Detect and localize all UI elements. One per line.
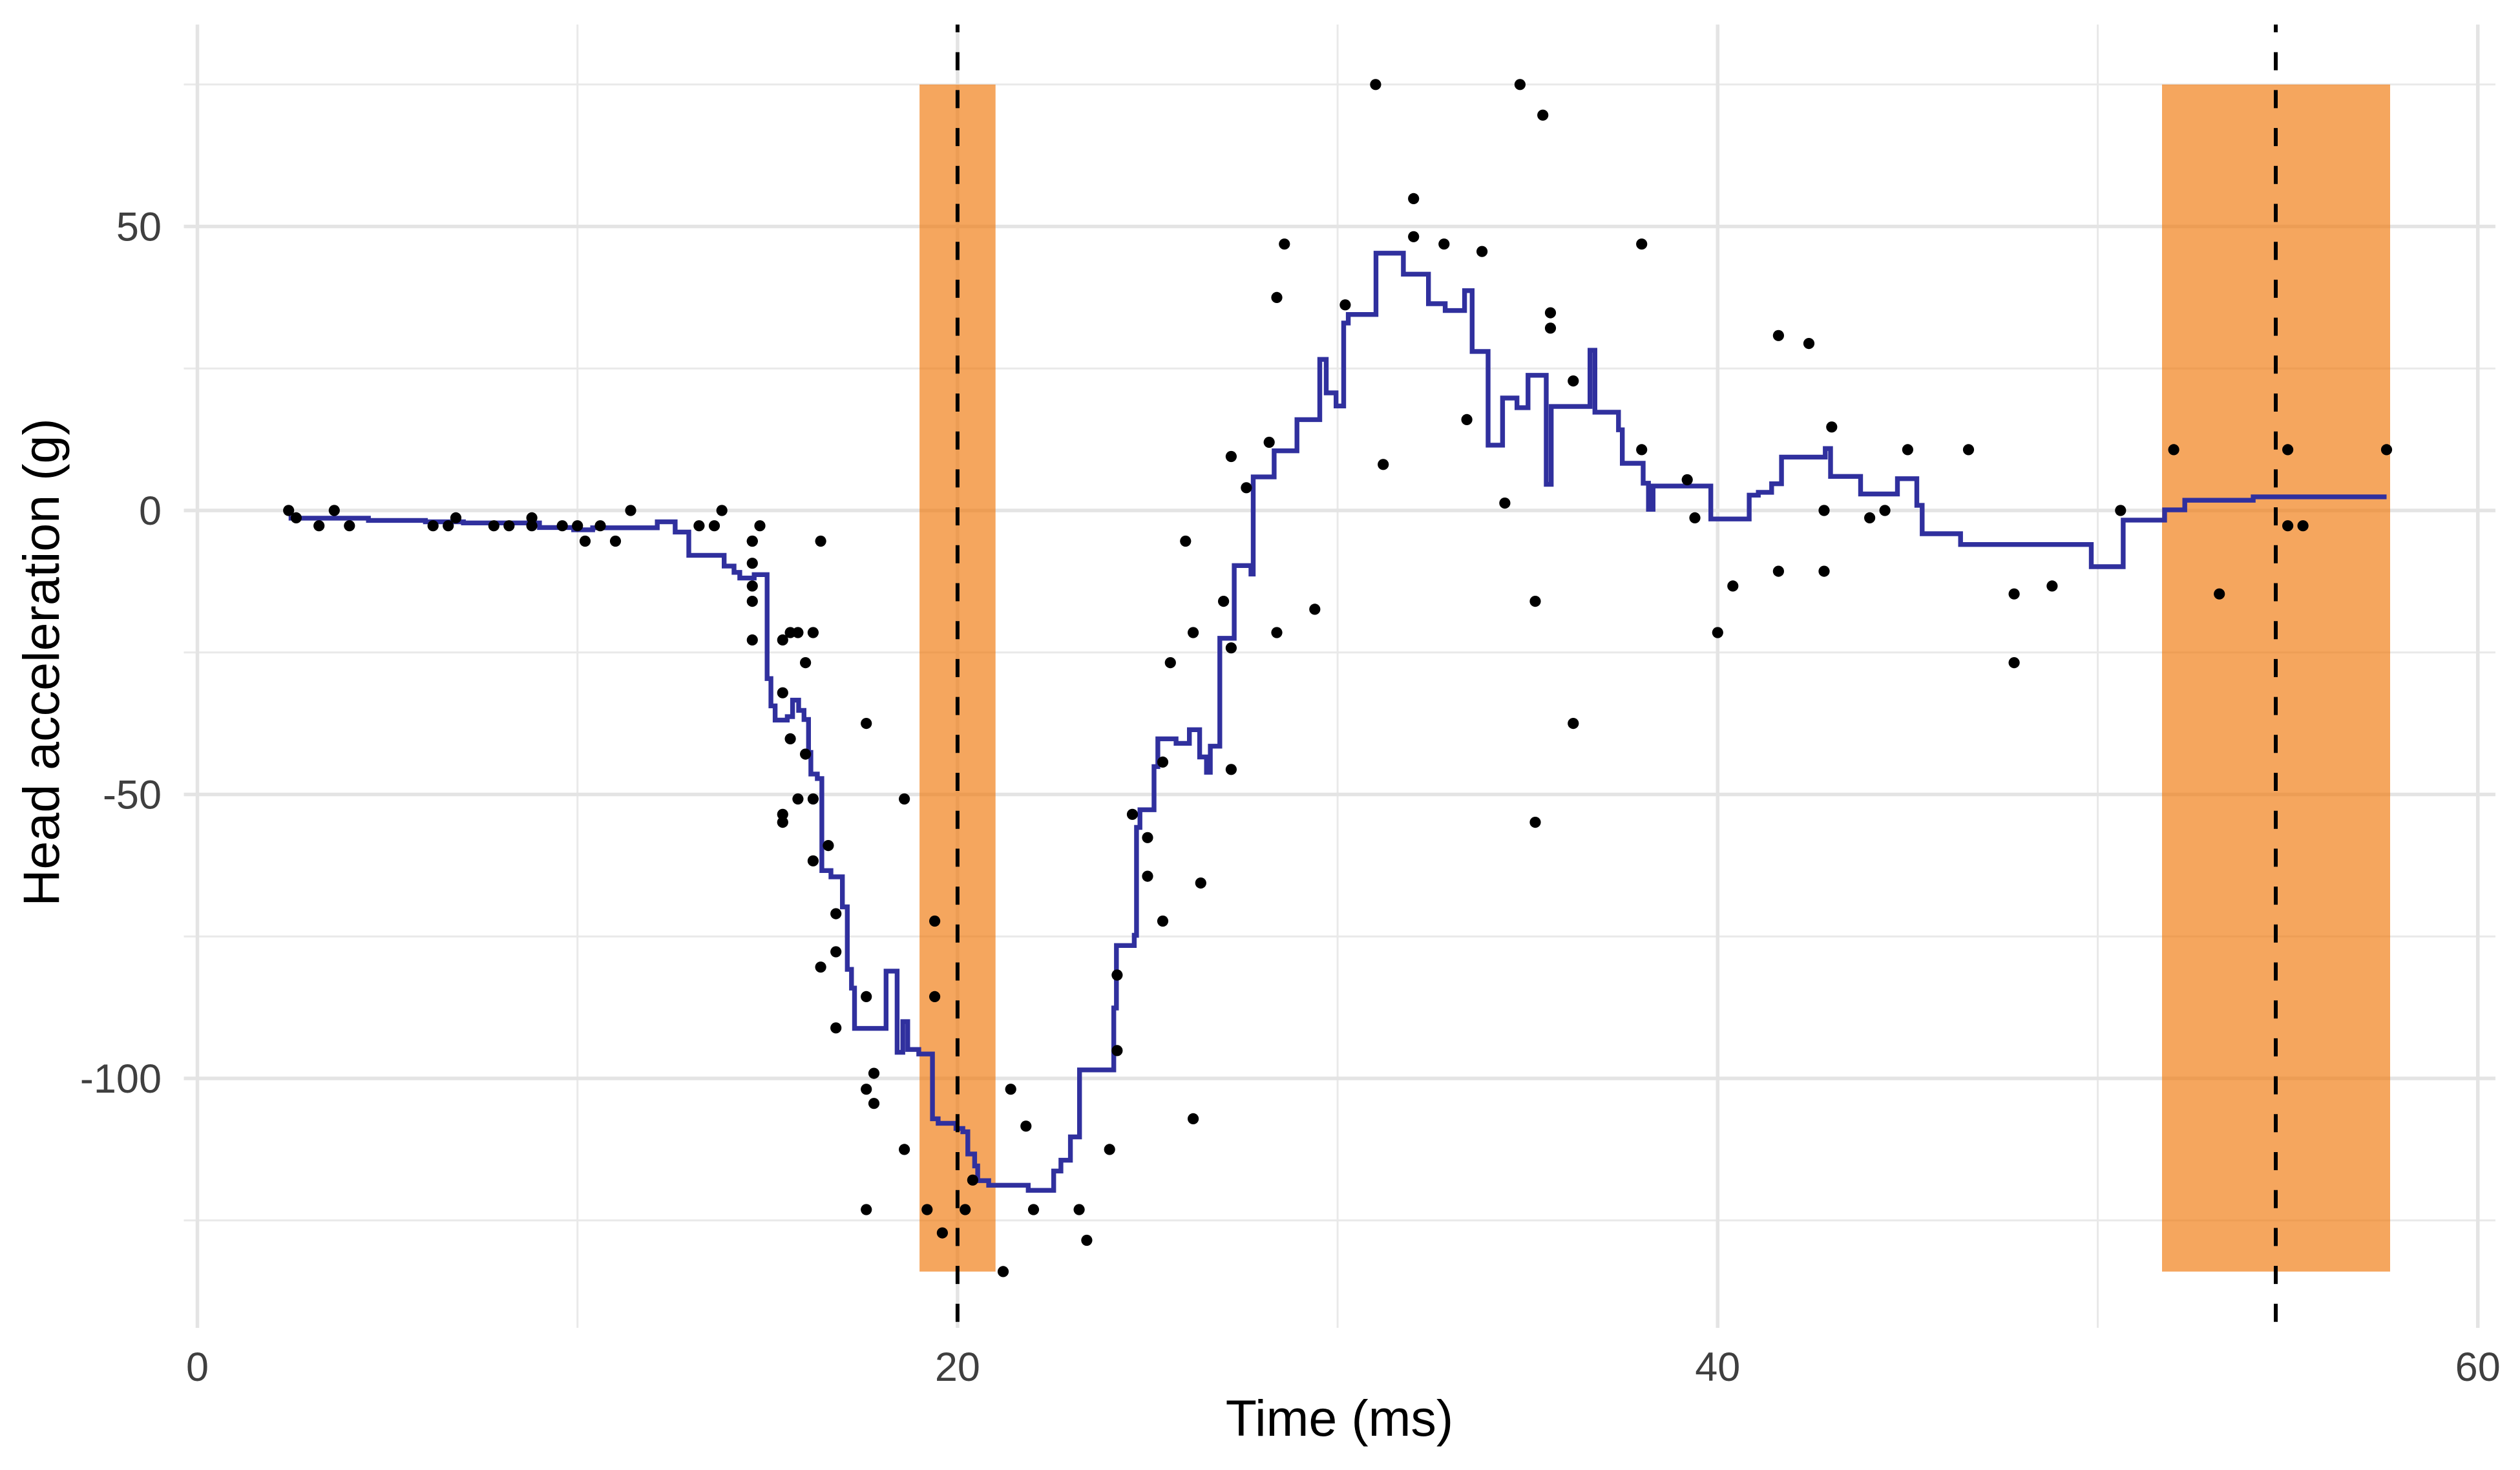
svg-text:Head acceleration (g): Head acceleration (g) bbox=[12, 418, 70, 906]
svg-text:60: 60 bbox=[2455, 1345, 2501, 1390]
svg-text:20: 20 bbox=[935, 1345, 980, 1390]
svg-text:0: 0 bbox=[186, 1345, 209, 1390]
svg-text:-100: -100 bbox=[80, 1056, 162, 1102]
svg-text:50: 50 bbox=[116, 205, 162, 250]
svg-text:40: 40 bbox=[1695, 1345, 1740, 1390]
svg-text:-50: -50 bbox=[103, 773, 162, 818]
svg-text:0: 0 bbox=[139, 488, 162, 534]
svg-text:Time (ms): Time (ms) bbox=[1226, 1389, 1454, 1447]
